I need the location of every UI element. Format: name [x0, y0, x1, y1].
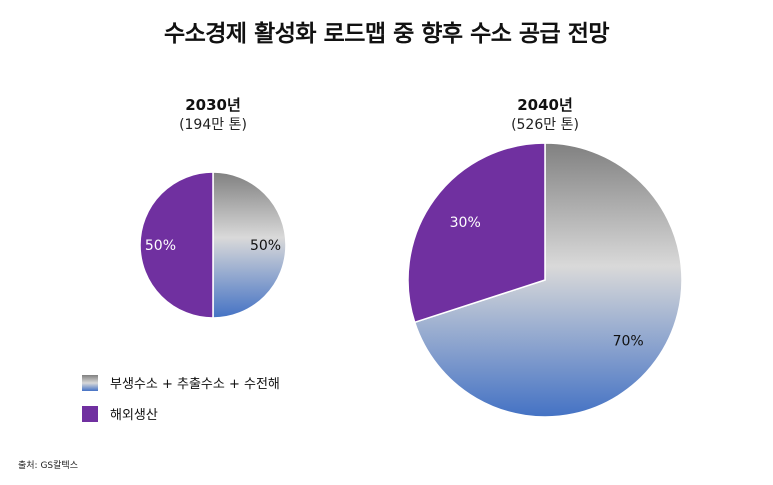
legend-item-domestic: 부생수소 + 추출수소 + 수전해: [82, 374, 280, 392]
pie-2030-label-overseas: 50%: [145, 238, 176, 254]
legend-item-overseas: 해외생산: [82, 405, 280, 423]
pie-2040-year-label: 2040년: [517, 96, 573, 114]
legend-label-domestic: 부생수소 + 추출수소 + 수전해: [110, 377, 280, 392]
source-note: 출처: GS칼텍스: [18, 461, 78, 471]
legend-swatch-domestic: [82, 374, 98, 391]
legend-label-overseas: 해외생산: [110, 408, 158, 423]
pie-2040-slice-domestic: [413, 142, 683, 418]
chart-title: 수소경제 활성화 로드맵 중 향후 수소 공급 전망: [163, 21, 610, 47]
pie-2030-year-label: 2030년: [185, 96, 241, 114]
pie-2030-slice-overseas: [139, 171, 214, 319]
pie-2030-slice-domestic: [212, 171, 287, 319]
legend: 부생수소 + 추출수소 + 수전해 해외생산: [82, 374, 280, 436]
pie-2040-slice-overseas: [407, 142, 546, 324]
pie-2040-label-domestic: 70%: [613, 333, 644, 349]
legend-swatch-overseas: [82, 405, 98, 422]
pie-2030-label-domestic: 50%: [250, 238, 281, 254]
pie-2040-total-label: (526만 톤): [511, 117, 579, 133]
pie-2040-label-overseas: 30%: [450, 215, 481, 231]
pie-2030-total-label: (194만 톤): [179, 117, 247, 133]
